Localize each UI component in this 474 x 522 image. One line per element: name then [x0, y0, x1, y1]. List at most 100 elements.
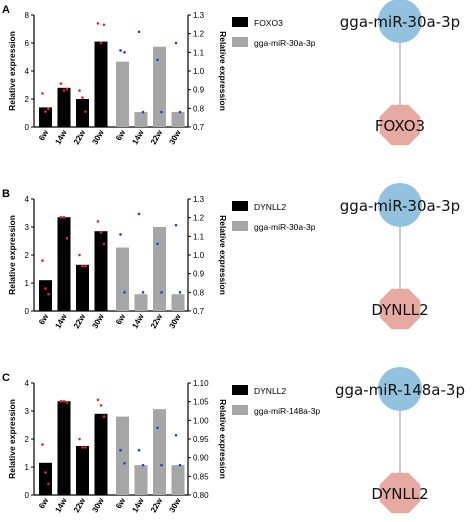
category-label: 6w [37, 128, 51, 142]
bar-left-22w [76, 446, 89, 495]
data-point [156, 242, 159, 246]
left-tick-label: 2 [25, 95, 30, 104]
category-label: 22w [149, 128, 165, 146]
bar-left-6w [39, 462, 52, 495]
left-axis-title: Relative expression [7, 215, 17, 295]
chart-panel-b: B 0 1 2 3 4 0.7 0.8 0.9 1.0 1.1 1.2 1.3 Relative expr… [2, 183, 460, 330]
legend-label-gene: DYNLL2 [254, 386, 286, 396]
data-point [160, 463, 163, 467]
data-point [141, 110, 145, 114]
category-label: 6w [114, 128, 128, 142]
legend-swatch-gene [232, 201, 248, 211]
legend-label-mirna: gga-miR-30a-3p [254, 38, 316, 48]
right-tick-label: 1.2 [193, 214, 205, 223]
data-point [47, 107, 50, 111]
data-point [99, 404, 103, 407]
data-point [62, 215, 66, 219]
legend-label-gene: FOXO3 [254, 18, 283, 28]
target-node [379, 288, 421, 330]
mirna-node [378, 183, 422, 227]
left-tick-label: 4 [25, 195, 30, 204]
bar-right-6w [116, 247, 129, 311]
data-point [96, 398, 100, 402]
target-node-label: DYNLL2 [371, 301, 428, 319]
data-point [102, 23, 106, 27]
chart-panel-a: A 0 2 4 6 8 0.7 0.8 0.9 1.0 1.1 1.2 1.3 Relative expr… [2, 0, 460, 146]
category-label: 14w [53, 496, 69, 514]
right-tick-label: 0.9 [193, 86, 205, 95]
target-node-label: FOXO3 [375, 117, 425, 135]
right-tick-label: 1.3 [193, 11, 205, 20]
right-tick-label: 1.10 [193, 379, 209, 388]
regulation-network: gga-miR-30a-3p FOXO3 [340, 0, 460, 146]
data-point [96, 220, 100, 223]
data-point [65, 236, 69, 240]
category-label: 14w [53, 128, 69, 146]
legend-swatch-mirna [232, 405, 248, 415]
right-axis-title: Relative expression [218, 399, 228, 479]
mirna-node-label: gga-miR-30a-3p [340, 13, 460, 31]
left-axis-title: Relative expression [7, 399, 17, 479]
bar-left-22w [76, 264, 89, 311]
right-tick-label: 1.2 [193, 30, 205, 39]
bar-right-6w [116, 61, 129, 127]
data-point [62, 399, 66, 403]
left-tick-label: 4 [25, 67, 30, 76]
bar-left-14w [57, 87, 71, 127]
category-label: 14w [130, 128, 146, 146]
data-point [62, 89, 66, 92]
mirna-node [378, 0, 422, 43]
left-tick-label: 8 [25, 11, 30, 20]
left-tick-label: 0 [25, 123, 30, 132]
category-label: 30w [90, 312, 106, 330]
data-point [99, 41, 103, 45]
category-label: 6w [114, 312, 128, 326]
bar-right-30w [171, 465, 185, 495]
bar-right-6w [116, 416, 129, 495]
data-point [156, 58, 159, 62]
left-tick-label: 1 [25, 279, 30, 288]
category-label: 14w [53, 312, 69, 330]
data-point [81, 96, 84, 99]
category-label: 22w [72, 496, 88, 514]
left-tick-label: 2 [25, 435, 30, 444]
category-label: 22w [72, 128, 88, 146]
left-tick-label: 3 [25, 223, 30, 232]
data-point [119, 233, 122, 236]
data-point [44, 287, 47, 290]
regulation-network: gga-miR-148a-3p DYNLL2 [335, 367, 465, 514]
right-tick-label: 0.80 [193, 491, 209, 500]
bar-right-22w [153, 46, 166, 127]
data-point [78, 253, 81, 257]
category-label: 6w [114, 496, 128, 510]
data-point [137, 212, 141, 216]
category-label: 22w [149, 312, 165, 330]
bar-left-14w [57, 401, 71, 495]
left-tick-label: 0 [25, 491, 30, 500]
target-node [379, 104, 421, 146]
bar-right-14w [134, 294, 148, 311]
bar-left-6w [39, 107, 52, 127]
right-tick-label: 1.1 [193, 48, 205, 57]
data-point [174, 41, 178, 45]
right-tick-label: 0.95 [193, 435, 209, 444]
bar-right-22w [153, 227, 166, 311]
data-point [174, 223, 178, 227]
data-point [65, 401, 69, 404]
left-axis-title: Relative expression [7, 31, 17, 111]
bar-right-22w [153, 409, 166, 495]
target-node [379, 472, 421, 514]
right-tick-label: 0.9 [193, 270, 205, 279]
data-point [44, 110, 47, 113]
panel-letter: C [2, 372, 10, 384]
data-point [137, 448, 141, 452]
mirna-node-label: gga-miR-148a-3p [335, 381, 465, 399]
data-point [81, 264, 84, 268]
data-point [59, 399, 63, 403]
right-tick-label: 0.8 [193, 288, 205, 297]
mirna-node [378, 367, 422, 411]
data-point [47, 292, 50, 296]
data-point [99, 231, 103, 234]
data-point [47, 482, 50, 486]
